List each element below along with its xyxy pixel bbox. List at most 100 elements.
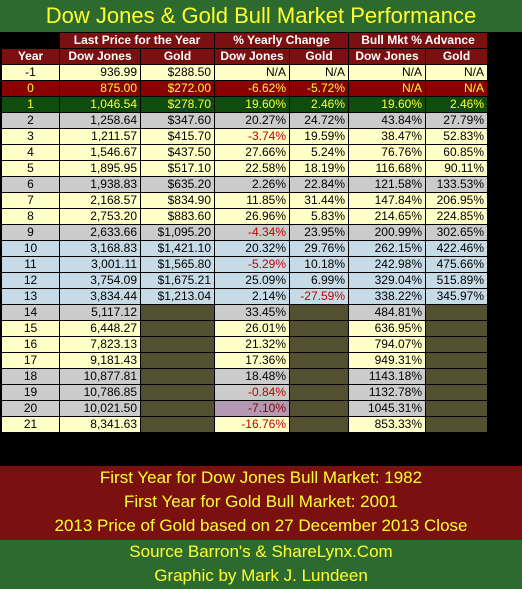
cell-dow-price: 5,117.12 — [60, 305, 140, 320]
cell-year: 20 — [2, 401, 59, 416]
cell-gold-change — [290, 401, 348, 416]
cell-gold-price: $517.10 — [141, 161, 214, 176]
column-header-row: Year Dow Jones Gold Dow Jones Gold Dow J… — [2, 49, 487, 64]
cell-gold-price — [141, 321, 214, 336]
credit-source: Source Barron's & ShareLynx.Com — [129, 542, 393, 561]
cell-year: 8 — [2, 209, 59, 224]
cell-gold-advance: 515.89% — [426, 273, 487, 288]
cell-gold-change: 5.83% — [290, 209, 348, 224]
table-row: 5 1,895.95 $517.10 22.58% 18.19% 116.68% 90.11… — [2, 161, 487, 176]
cell-dow-price: 3,834.44 — [60, 289, 140, 304]
cell-gold-change — [290, 305, 348, 320]
cell-gold-price: $415.70 — [141, 129, 214, 144]
cell-year: 16 — [2, 337, 59, 352]
column-header-gold-price: Gold — [141, 49, 214, 64]
cell-gold-change: 18.19% — [290, 161, 348, 176]
cell-year: 0 — [2, 81, 59, 96]
cell-gold-price: $347.60 — [141, 113, 214, 128]
cell-dow-advance: 853.33% — [349, 417, 425, 432]
cell-dow-change: 21.32% — [215, 337, 289, 352]
cell-gold-price: $278.70 — [141, 97, 214, 112]
cell-gold-advance — [426, 401, 487, 416]
cell-dow-change: 2.14% — [215, 289, 289, 304]
cell-gold-change: 31.44% — [290, 193, 348, 208]
cell-dow-price: 9,181.43 — [60, 353, 140, 368]
cell-gold-advance: 133.53% — [426, 177, 487, 192]
cell-gold-advance: 302.65% — [426, 225, 487, 240]
table-row: 7 2,168.57 $834.90 11.85% 31.44% 147.84% 206.9… — [2, 193, 487, 208]
cell-gold-change: 29.76% — [290, 241, 348, 256]
column-header-year: Year — [2, 49, 59, 64]
cell-dow-price: 875.00 — [60, 81, 140, 96]
table-row: 3 1,211.57 $415.70 -3.74% 19.59% 38.47% 52.83% — [2, 129, 487, 144]
cell-gold-advance: 2.46% — [426, 97, 487, 112]
cell-dow-change: 19.60% — [215, 97, 289, 112]
cell-gold-advance — [426, 305, 487, 320]
table-row: 11 3,001.11 $1,565.80 -5.29% 10.18% 242.98% 47… — [2, 257, 487, 272]
cell-dow-advance: 484.81% — [349, 305, 425, 320]
cell-dow-price: 1,046.54 — [60, 97, 140, 112]
cell-dow-change: -6.62% — [215, 81, 289, 96]
table-row: 18 10,877.81 18.48% 1143.18% — [2, 369, 487, 384]
cell-year: 13 — [2, 289, 59, 304]
cell-year: 18 — [2, 369, 59, 384]
cell-dow-price: 2,168.57 — [60, 193, 140, 208]
cell-dow-change: -7.10% — [215, 401, 289, 416]
cell-year: 11 — [2, 257, 59, 272]
cell-gold-advance: 206.95% — [426, 193, 487, 208]
cell-dow-price: 6,448.27 — [60, 321, 140, 336]
table-row: 4 1,546.67 $437.50 27.66% 5.24% 76.76% 60.85% — [2, 145, 487, 160]
cell-dow-advance: 43.84% — [349, 113, 425, 128]
cell-gold-price: $437.50 — [141, 145, 214, 160]
cell-gold-price — [141, 385, 214, 400]
cell-year: 5 — [2, 161, 59, 176]
cell-year: 3 — [2, 129, 59, 144]
table-row: 14 5,117.12 33.45% 484.81% — [2, 305, 487, 320]
cell-year: 12 — [2, 273, 59, 288]
cell-gold-price — [141, 369, 214, 384]
cell-dow-advance: 116.68% — [349, 161, 425, 176]
cell-dow-price: 1,211.57 — [60, 129, 140, 144]
cell-dow-advance: 329.04% — [349, 273, 425, 288]
cell-year: -1 — [2, 65, 59, 80]
cell-dow-change: 26.01% — [215, 321, 289, 336]
cell-gold-price: $288.50 — [141, 65, 214, 80]
cell-gold-advance: N/A — [426, 65, 487, 80]
cell-dow-price: 10,877.81 — [60, 369, 140, 384]
table-row: 6 1,938.83 $635.20 2.26% 22.84% 121.58% 133.53… — [2, 177, 487, 192]
table-row: 0 875.00 $272.00 -6.62% -5.72% N/A N/A — [2, 81, 487, 96]
cell-gold-price: $272.00 — [141, 81, 214, 96]
table-row: 8 2,753.20 $883.60 26.96% 5.83% 214.65% 224.85… — [2, 209, 487, 224]
cell-dow-price: 1,546.67 — [60, 145, 140, 160]
cell-gold-change — [290, 417, 348, 432]
cell-gold-price: $883.60 — [141, 209, 214, 224]
column-header-gold-change: Gold — [290, 49, 348, 64]
cell-gold-advance: 345.97% — [426, 289, 487, 304]
cell-gold-change — [290, 337, 348, 352]
cell-year: 7 — [2, 193, 59, 208]
table-row: 16 7,823.13 21.32% 794.07% — [2, 337, 487, 352]
cell-dow-change: 25.09% — [215, 273, 289, 288]
cell-dow-price: 10,786.85 — [60, 385, 140, 400]
cell-dow-change: -5.29% — [215, 257, 289, 272]
cell-dow-advance: N/A — [349, 81, 425, 96]
cell-year: 14 — [2, 305, 59, 320]
cell-dow-price: 3,168.83 — [60, 241, 140, 256]
cell-dow-change: 26.96% — [215, 209, 289, 224]
cell-gold-advance: 27.79% — [426, 113, 487, 128]
cell-gold-change: 22.84% — [290, 177, 348, 192]
cell-gold-change: 19.59% — [290, 129, 348, 144]
cell-gold-price — [141, 305, 214, 320]
cell-gold-change: 23.95% — [290, 225, 348, 240]
cell-gold-price: $1,565.80 — [141, 257, 214, 272]
cell-gold-advance: 475.66% — [426, 257, 487, 272]
cell-dow-change: N/A — [215, 65, 289, 80]
cell-gold-change: 10.18% — [290, 257, 348, 272]
group-header-last-price: Last Price for the Year — [60, 33, 214, 48]
cell-dow-change: 17.36% — [215, 353, 289, 368]
cell-dow-price: 1,258.64 — [60, 113, 140, 128]
cell-gold-price — [141, 353, 214, 368]
cell-year: 4 — [2, 145, 59, 160]
cell-gold-price: $1,095.20 — [141, 225, 214, 240]
